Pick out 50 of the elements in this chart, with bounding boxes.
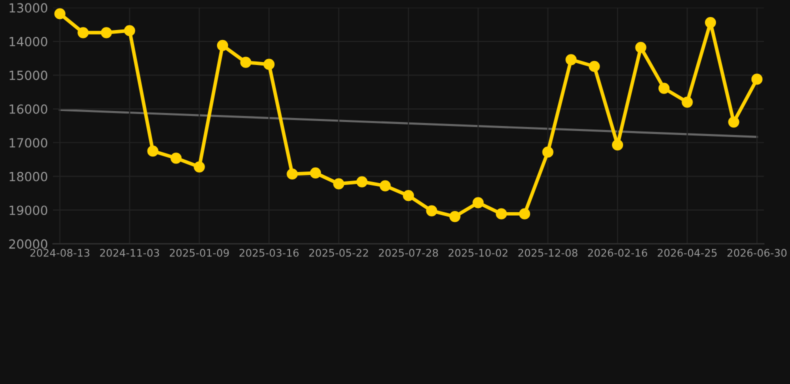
y-tick-label: 13000 <box>10 3 48 13</box>
point <box>100 27 112 38</box>
y-tick-label: 19000 <box>10 206 48 216</box>
x-tick-label: 2025-10-02 <box>448 248 508 257</box>
y-tick-label: 17000 <box>10 138 48 148</box>
y-tick-label: 15000 <box>10 70 48 80</box>
point <box>380 180 391 192</box>
point <box>402 190 414 202</box>
point <box>519 208 530 220</box>
point <box>588 60 600 72</box>
x-tick-label: 2025-07-28 <box>378 248 438 257</box>
point <box>356 176 368 188</box>
point <box>216 40 228 52</box>
y-tick-label: 18000 <box>10 172 48 182</box>
x-tick-label: 2026-02-16 <box>588 248 648 257</box>
y-tick-label: 16000 <box>10 104 48 114</box>
point <box>496 208 507 220</box>
x-tick-label: 2025-05-22 <box>309 248 368 257</box>
point <box>310 167 322 179</box>
point <box>751 74 763 85</box>
point <box>635 42 646 54</box>
point <box>263 58 275 70</box>
point <box>566 54 577 66</box>
point <box>682 96 693 108</box>
point <box>728 116 740 128</box>
x-tick-label: 2026-06-30 <box>727 248 787 257</box>
point <box>472 197 484 208</box>
point <box>240 56 252 68</box>
point <box>426 205 438 216</box>
x-tick-label: 2025-12-08 <box>518 248 578 257</box>
point <box>194 161 205 172</box>
point <box>612 139 624 151</box>
point <box>286 168 298 180</box>
point <box>542 146 554 158</box>
y-tick-label: 14000 <box>10 36 48 46</box>
x-tick-label: 2026-04-25 <box>658 248 717 257</box>
point <box>147 146 158 157</box>
point <box>333 178 344 190</box>
x-tick-label: 2024-08-13 <box>30 248 90 257</box>
point <box>658 82 670 94</box>
point <box>704 16 716 28</box>
x-tick-label: 2024-11-03 <box>100 248 160 257</box>
y-tick-label: 20000 <box>9 239 48 249</box>
point <box>170 152 182 164</box>
x-tick-label: 2025-01-09 <box>170 248 229 257</box>
point <box>54 8 66 20</box>
x-tick-label: 2025-03-16 <box>240 248 299 257</box>
point <box>124 25 136 36</box>
point <box>449 210 460 222</box>
point <box>78 27 89 38</box>
